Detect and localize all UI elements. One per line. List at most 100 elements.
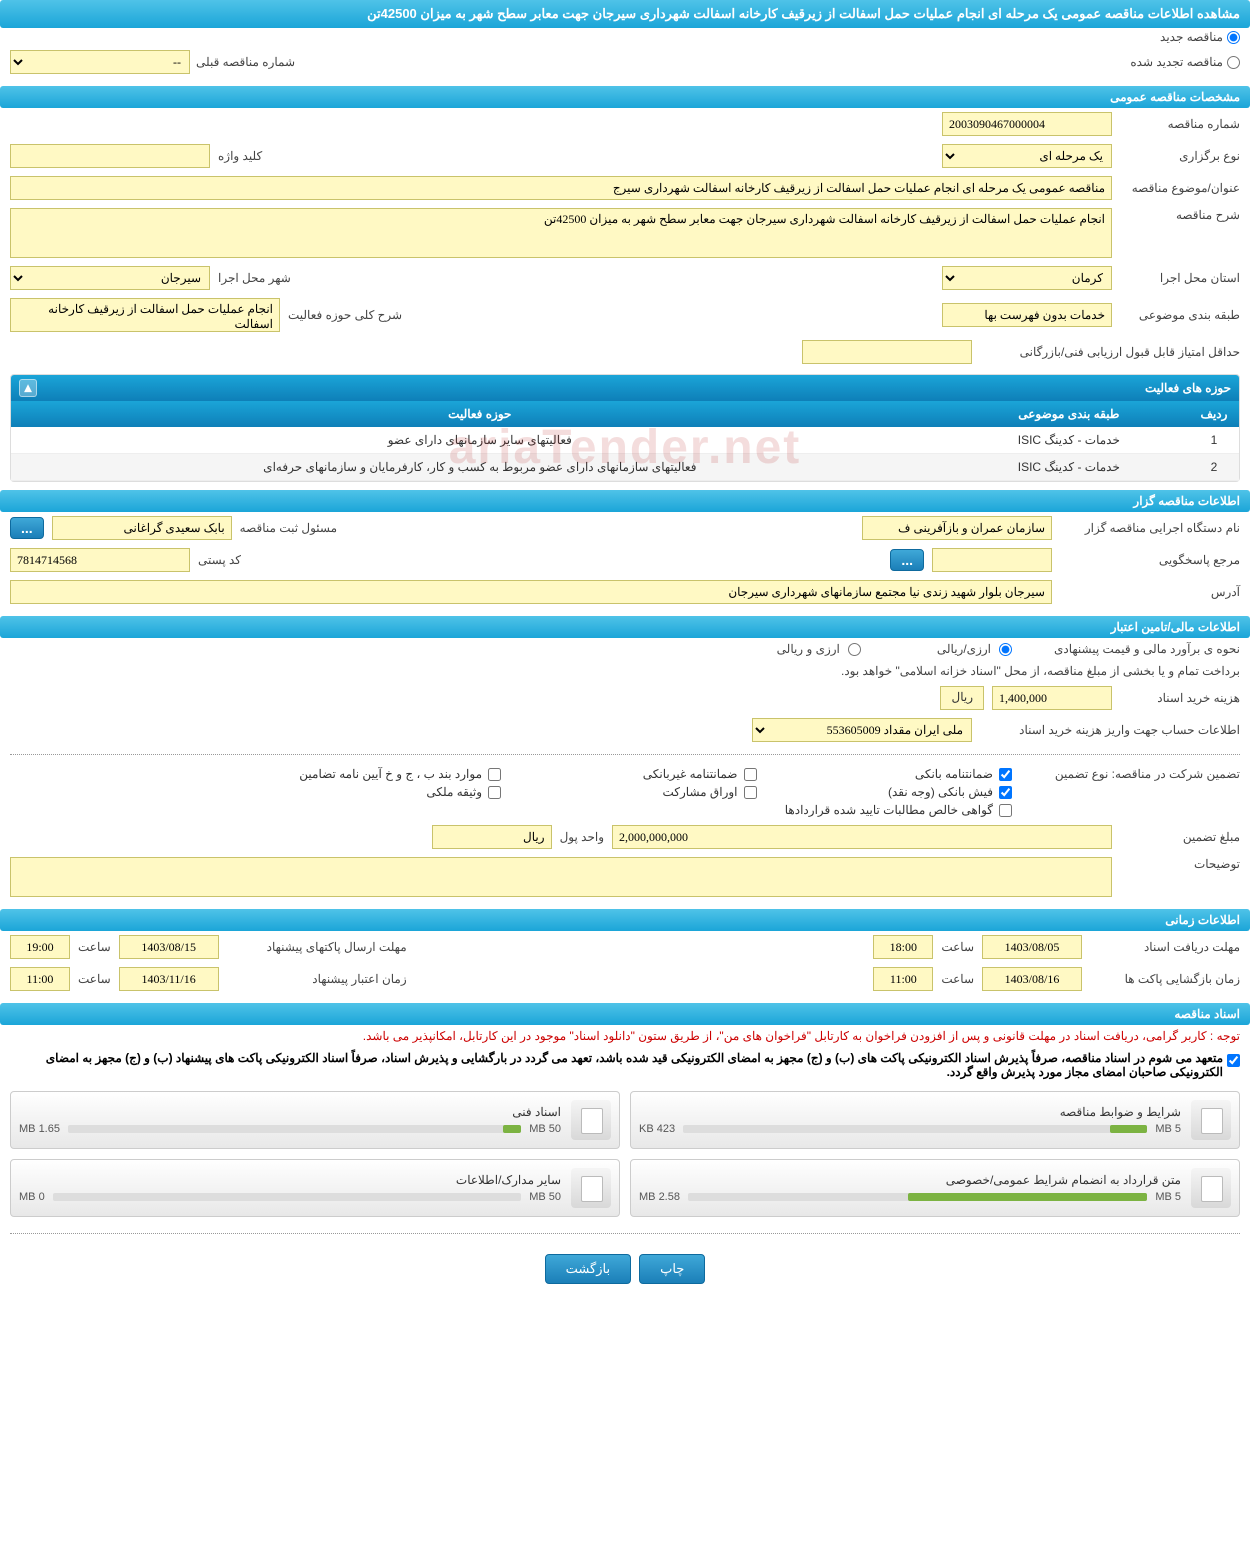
- chk-items-bjkh[interactable]: [488, 768, 501, 781]
- file-box[interactable]: اسناد فنی 50 MB 1.65 MB: [10, 1091, 620, 1149]
- submit-time-input[interactable]: [10, 935, 70, 959]
- section-timing-header: اطلاعات زمانی: [0, 909, 1250, 931]
- section-general-header: مشخصات مناقصه عمومی: [0, 86, 1250, 108]
- validity-date-input[interactable]: [119, 967, 219, 991]
- divider-footer: [10, 1233, 1240, 1234]
- time-label-3: ساعت: [941, 972, 974, 986]
- type-select[interactable]: یک مرحله ای: [942, 144, 1112, 168]
- guarantee-amount-input[interactable]: [612, 825, 1112, 849]
- chk-contract-cert[interactable]: [999, 804, 1012, 817]
- validity-label: زمان اعتبار پیشنهاد: [227, 972, 407, 986]
- radio-arz-and-rial[interactable]: [848, 643, 861, 656]
- contact-label: مرجع پاسخگویی: [1060, 553, 1240, 567]
- submit-deadline-label: مهلت ارسال پاکتهای پیشنهاد: [227, 940, 407, 954]
- chk-commitment[interactable]: [1227, 1054, 1240, 1067]
- scope-label: شرح کلی حوزه فعالیت: [288, 308, 402, 322]
- city-label: شهر محل اجرا: [218, 271, 291, 285]
- account-label: اطلاعات حساب جهت واریز هزینه خرید اسناد: [980, 723, 1240, 737]
- validity-time-input[interactable]: [10, 967, 70, 991]
- prev-tender-select[interactable]: --: [10, 50, 190, 74]
- account-select[interactable]: ملی ایران مقداد 553605009: [752, 718, 972, 742]
- file-title: اسناد فنی: [19, 1105, 561, 1119]
- guarantee-amount-label: مبلغ تضمین: [1120, 830, 1240, 844]
- activities-title: حوزه های فعالیت: [1145, 381, 1231, 395]
- radio-new-tender[interactable]: [1227, 31, 1240, 44]
- back-button[interactable]: بازگشت: [545, 1254, 631, 1284]
- radio-renewed-tender-label: مناقصه تجدید شده: [1130, 55, 1223, 69]
- file-size: 0 MB: [19, 1191, 45, 1203]
- chk-nonbank-guarantee-label: ضمانتنامه غیربانکی: [643, 767, 738, 781]
- category-input[interactable]: [942, 303, 1112, 327]
- minimize-icon[interactable]: ▴: [19, 379, 37, 397]
- file-max: 50 MB: [529, 1191, 561, 1203]
- file-max: 5 MB: [1155, 1191, 1181, 1203]
- folder-icon: [1191, 1100, 1231, 1140]
- prev-tender-label: شماره مناقصه قبلی: [196, 55, 295, 69]
- chk-contract-cert-label: گواهی خالص مطالبات تایید شده قراردادها: [785, 803, 993, 817]
- postal-input[interactable]: [10, 548, 190, 572]
- file-box[interactable]: متن قرارداد به انضمام شرایط عمومی/خصوصی …: [630, 1159, 1240, 1217]
- city-select[interactable]: سیرجان: [10, 266, 210, 290]
- chk-property-bond[interactable]: [488, 786, 501, 799]
- notes-textarea[interactable]: [10, 857, 1112, 897]
- doc-cost-input[interactable]: [992, 686, 1112, 710]
- org-input[interactable]: [862, 516, 1052, 540]
- submit-date-input[interactable]: [119, 935, 219, 959]
- open-time-input[interactable]: [873, 967, 933, 991]
- province-label: استان محل اجرا: [1120, 271, 1240, 285]
- chk-participation-bonds[interactable]: [744, 786, 757, 799]
- activities-table: ردیف طبقه بندی موضوعی حوزه فعالیت 1خدمات…: [11, 401, 1239, 481]
- currency-label: ریال: [940, 686, 984, 710]
- chk-bank-slip-label: فیش بانکی (وجه نقد): [888, 785, 993, 799]
- scope-textarea[interactable]: [10, 298, 280, 332]
- chk-bank-guarantee[interactable]: [999, 768, 1012, 781]
- chk-bank-slip[interactable]: [999, 786, 1012, 799]
- tender-no-label: شماره مناقصه: [1120, 117, 1240, 131]
- contact-input[interactable]: [932, 548, 1052, 572]
- folder-icon: [571, 1168, 611, 1208]
- unit-label: واحد پول: [560, 830, 604, 844]
- open-date-input[interactable]: [982, 967, 1082, 991]
- file-box[interactable]: سایر مدارک/اطلاعات 50 MB 0 MB: [10, 1159, 620, 1217]
- payment-note: برداخت تمام و یا بخشی از مبلغ مناقصه، از…: [841, 664, 1240, 678]
- desc-textarea[interactable]: [10, 208, 1112, 258]
- type-label: نوع برگزاری: [1120, 149, 1240, 163]
- notice-red: توجه : کاربر گرامی، دریافت اسناد در مهلت…: [0, 1025, 1250, 1047]
- province-select[interactable]: کرمان: [942, 266, 1112, 290]
- radio-arz-rial[interactable]: [999, 643, 1012, 656]
- col-scope: حوزه فعالیت: [11, 401, 949, 427]
- chk-bank-guarantee-label: ضمانتنامه بانکی: [915, 767, 993, 781]
- subject-input[interactable]: [10, 176, 1112, 200]
- chk-nonbank-guarantee[interactable]: [744, 768, 757, 781]
- file-progress: [683, 1125, 1147, 1133]
- radio-renewed-tender[interactable]: [1227, 56, 1240, 69]
- keyword-input[interactable]: [10, 144, 210, 168]
- address-input[interactable]: [10, 580, 1052, 604]
- doc-cost-label: هزینه خرید اسناد: [1120, 691, 1240, 705]
- file-box[interactable]: شرایط و ضوابط مناقصه 5 MB 423 KB: [630, 1091, 1240, 1149]
- section-finance-header: اطلاعات مالی/تامین اعتبار: [0, 616, 1250, 638]
- unit-input[interactable]: [432, 825, 552, 849]
- table-row: 2خدمات - کدینگ ISICفعالیتهای سازمانهای د…: [11, 454, 1239, 481]
- address-label: آدرس: [1060, 585, 1240, 599]
- file-max: 5 MB: [1155, 1123, 1181, 1135]
- receipt-time-input[interactable]: [873, 935, 933, 959]
- file-size: 1.65 MB: [19, 1123, 60, 1135]
- org-label: نام دستگاه اجرایی مناقصه گزار: [1060, 521, 1240, 535]
- print-button[interactable]: چاپ: [639, 1254, 705, 1284]
- contact-lookup-button[interactable]: ...: [890, 549, 924, 571]
- activities-panel: حوزه های فعالیت ▴ ردیف طبقه بندی موضوعی …: [10, 374, 1240, 482]
- registrar-input[interactable]: [52, 516, 232, 540]
- divider: [10, 754, 1240, 755]
- file-progress: [53, 1193, 522, 1201]
- file-progress: [688, 1193, 1147, 1201]
- registrar-lookup-button[interactable]: ...: [10, 517, 44, 539]
- minscore-input[interactable]: [802, 340, 972, 364]
- time-label-1: ساعت: [941, 940, 974, 954]
- guarantee-type-label: تضمین شرکت در مناقصه: نوع تضمین: [1020, 767, 1240, 781]
- folder-icon: [1191, 1168, 1231, 1208]
- radio-arz-rial-label: ارزی/ریالی: [937, 642, 991, 656]
- receipt-date-input[interactable]: [982, 935, 1082, 959]
- open-label: زمان بازگشایی پاکت ها: [1090, 972, 1240, 986]
- tender-no-input[interactable]: [942, 112, 1112, 136]
